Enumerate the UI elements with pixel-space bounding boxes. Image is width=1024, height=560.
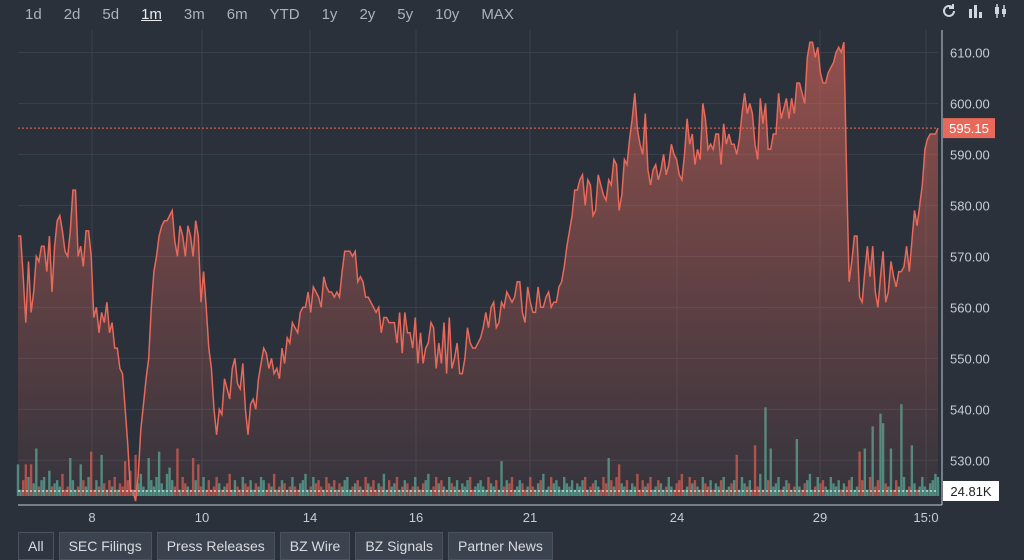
- x-tick-label: 14: [303, 510, 317, 525]
- y-tick-label: 590.00: [950, 147, 990, 162]
- y-tick-label: 550.00: [950, 351, 990, 366]
- range-tab-1m[interactable]: 1m: [141, 6, 162, 23]
- y-tick-label: 610.00: [950, 45, 990, 60]
- x-tick-label: 21: [523, 510, 537, 525]
- bar-chart-icon[interactable]: [966, 2, 984, 20]
- news-tab-all[interactable]: All: [18, 532, 54, 560]
- news-tab-sec-filings[interactable]: SEC Filings: [58, 532, 152, 560]
- x-tick-label: 24: [670, 510, 684, 525]
- chart-toolbar: [940, 2, 1010, 20]
- news-tab-partner-news[interactable]: Partner News: [448, 532, 553, 560]
- price-line: [18, 41, 939, 502]
- news-tabs: All SEC Filings Press Releases BZ Wire BZ Si…: [18, 532, 553, 560]
- range-tab-10y[interactable]: 10y: [435, 6, 460, 23]
- y-tick-label: 600.00: [950, 96, 990, 111]
- range-tab-5d[interactable]: 5d: [102, 6, 120, 23]
- range-tabs: 1d 2d 5d 1m 3m 6m YTD 1y 2y 5y 10y MAX: [14, 4, 525, 26]
- last-price-badge: [943, 118, 995, 139]
- refresh-icon[interactable]: [940, 2, 958, 20]
- news-tab-bz-signals[interactable]: BZ Signals: [355, 532, 444, 560]
- price-chart[interactable]: 610.00 600.00 590.00 580.00 570.00 560.00 550.…: [0, 0, 1024, 530]
- range-tab-ytd[interactable]: YTD: [269, 6, 300, 23]
- y-tick-label: 530.00: [950, 453, 990, 468]
- x-tick-label: 29: [813, 510, 827, 525]
- range-tab-5y[interactable]: 5y: [397, 6, 414, 23]
- y-tick-label: 540.00: [950, 402, 990, 417]
- last-price-label: 595.15: [949, 121, 989, 136]
- y-tick-label: 570.00: [950, 249, 990, 264]
- x-tick-label: 16: [409, 510, 423, 525]
- volume-badge: [943, 481, 999, 501]
- y-tick-label: 560.00: [950, 300, 990, 315]
- range-tab-1d[interactable]: 1d: [25, 6, 42, 23]
- x-tick-label: 15:0: [913, 510, 938, 525]
- news-tab-press-releases[interactable]: Press Releases: [156, 532, 275, 560]
- range-tab-1y[interactable]: 1y: [321, 6, 338, 23]
- range-tab-3m[interactable]: 3m: [183, 6, 205, 23]
- range-tab-6m[interactable]: 6m: [226, 6, 248, 23]
- range-tab-2d[interactable]: 2d: [63, 6, 81, 23]
- range-tab-max[interactable]: MAX: [481, 6, 514, 23]
- y-tick-label: 580.00: [950, 198, 990, 213]
- price-area: [18, 42, 938, 502]
- volume-label: 24.81K: [950, 484, 992, 499]
- news-tab-bz-wire[interactable]: BZ Wire: [279, 532, 351, 560]
- range-tab-2y[interactable]: 2y: [359, 6, 376, 23]
- x-tick-label: 8: [88, 510, 95, 525]
- x-tick-label: 10: [195, 510, 209, 525]
- candlestick-icon[interactable]: [992, 2, 1010, 20]
- volume-bar: [134, 454, 137, 496]
